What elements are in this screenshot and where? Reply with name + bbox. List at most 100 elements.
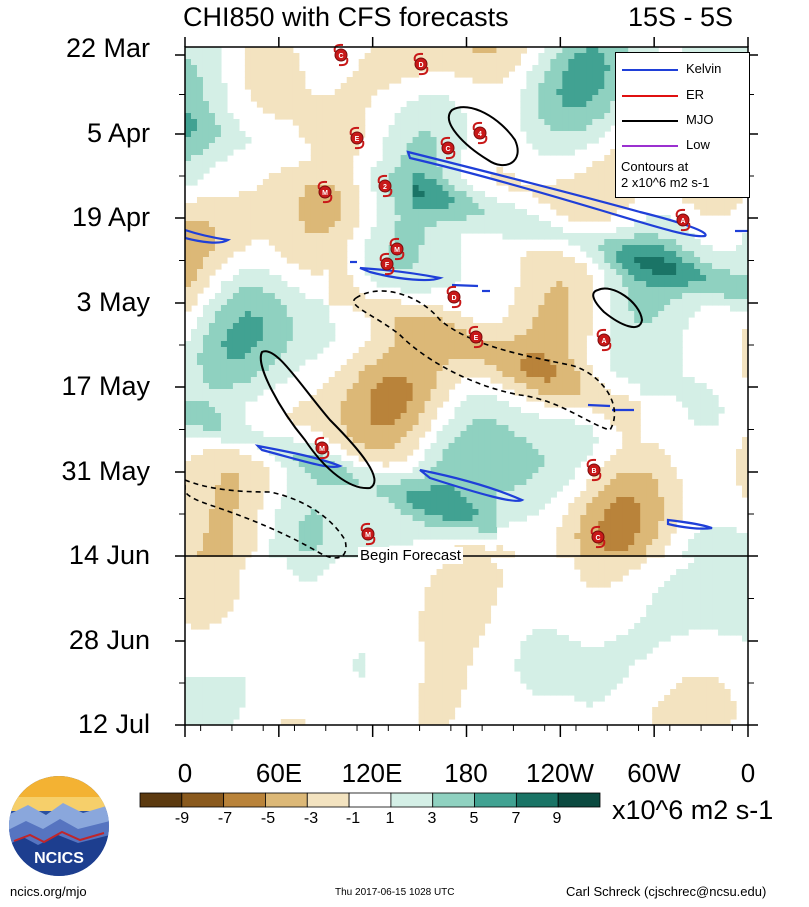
field-cell [370, 389, 378, 396]
field-cell [316, 155, 324, 162]
field-cell [202, 149, 210, 156]
field-cell [580, 209, 587, 216]
field-cell [574, 125, 581, 132]
field-cell [472, 221, 480, 228]
field-cell [532, 335, 539, 342]
field-cell [742, 461, 748, 468]
field-cell [244, 203, 252, 210]
field-cell [682, 389, 689, 396]
field-cell [382, 455, 390, 462]
field-cell [364, 251, 372, 258]
field-cell [532, 323, 539, 330]
field-cell [544, 83, 551, 90]
field-cell [622, 197, 629, 204]
field-cell [202, 311, 210, 318]
field-cell [550, 341, 557, 348]
field-cell [208, 257, 216, 264]
field-cell [454, 473, 462, 480]
field-cell [328, 335, 336, 342]
field-cell [214, 425, 222, 432]
field-cell [556, 209, 563, 216]
field-cell [316, 95, 324, 102]
field-cell [262, 179, 270, 186]
field-cell [376, 281, 384, 288]
field-cell [724, 203, 731, 210]
field-cell [352, 437, 360, 444]
field-cell [538, 221, 545, 228]
field-cell [556, 377, 563, 384]
field-cell [250, 431, 258, 438]
field-cell [292, 443, 300, 450]
field-cell [268, 377, 276, 384]
field-cell [574, 65, 581, 72]
field-cell [544, 263, 551, 270]
field-cell [185, 413, 192, 420]
field-cell [646, 443, 653, 450]
field-cell [532, 281, 539, 288]
field-cell [418, 269, 426, 276]
field-cell [520, 89, 527, 96]
field-cell [634, 449, 641, 456]
field-cell [352, 191, 360, 198]
field-cell [634, 233, 641, 240]
field-cell [664, 479, 671, 486]
field-cell [532, 371, 539, 378]
field-cell [250, 53, 258, 60]
field-cell [280, 191, 288, 198]
field-cell [412, 275, 420, 282]
field-cell [562, 449, 569, 456]
field-cell [538, 299, 545, 306]
field-cell [268, 371, 276, 378]
field-cell [220, 215, 228, 222]
field-cell [214, 95, 222, 102]
field-cell [628, 239, 635, 246]
field-cell [598, 485, 605, 492]
field-cell [208, 335, 216, 342]
field-cell [190, 155, 198, 162]
field-cell [406, 401, 414, 408]
field-cell [340, 203, 348, 210]
field-cell [610, 53, 617, 60]
field-cell [304, 185, 312, 192]
field-cell [574, 101, 581, 108]
field-cell [688, 293, 695, 300]
field-cell [304, 485, 312, 492]
field-cell [550, 479, 557, 486]
field-cell [514, 479, 521, 486]
field-cell [646, 269, 653, 276]
field-cell [442, 131, 450, 138]
field-cell [538, 89, 545, 96]
field-cell [280, 317, 288, 324]
field-cell [454, 215, 462, 222]
field-cell [532, 287, 539, 294]
field-cell [568, 239, 575, 246]
field-cell [448, 65, 456, 72]
field-cell [376, 377, 384, 384]
field-cell [598, 491, 605, 498]
field-cell [226, 245, 234, 252]
field-cell [412, 209, 420, 216]
field-cell [730, 197, 737, 204]
field-cell [496, 173, 504, 180]
field-cell [436, 395, 444, 402]
field-cell [328, 473, 336, 480]
field-cell [562, 281, 569, 288]
field-cell [220, 335, 228, 342]
field-cell [220, 101, 228, 108]
field-cell [442, 185, 450, 192]
field-cell [706, 275, 713, 282]
field-cell [694, 239, 701, 246]
field-cell [424, 143, 432, 150]
field-cell [346, 425, 354, 432]
field-cell [364, 401, 372, 408]
field-cell [550, 431, 557, 438]
field-cell [358, 107, 366, 114]
field-cell [418, 425, 426, 432]
field-cell [292, 461, 300, 468]
field-cell [580, 299, 587, 306]
field-cell [394, 119, 402, 126]
field-cell [286, 221, 294, 228]
field-cell [244, 485, 252, 492]
field-cell [412, 479, 420, 486]
field-cell [214, 341, 222, 348]
